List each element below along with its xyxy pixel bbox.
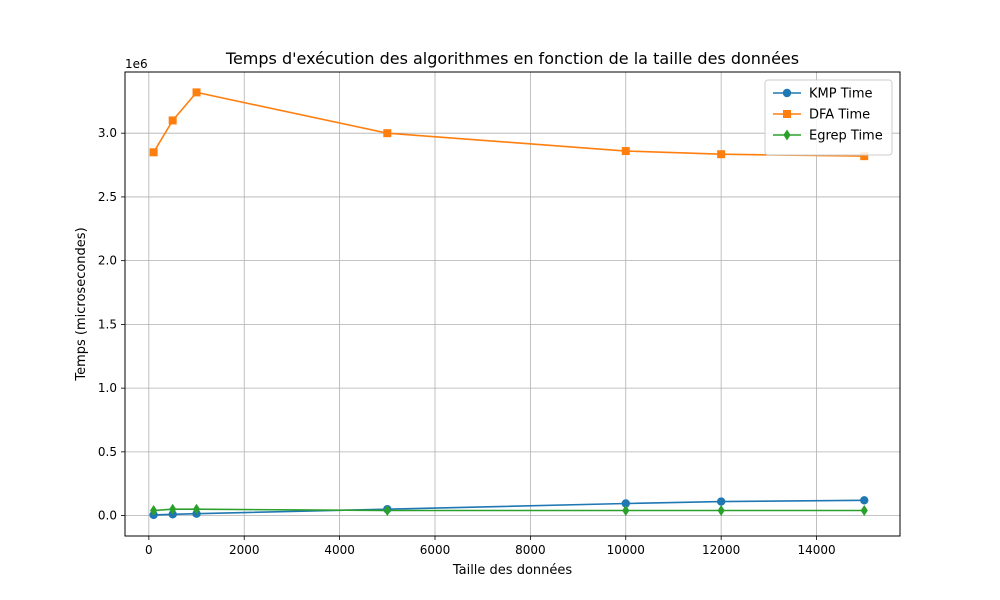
legend-marker	[782, 88, 792, 98]
y-tick-label: 2.0	[98, 254, 117, 268]
data-point	[717, 505, 725, 517]
x-tick-label: 8000	[515, 543, 546, 557]
data-point	[169, 503, 177, 515]
y-tick-label: 3.0	[98, 126, 117, 140]
x-axis: 0 2000 4000 6000 8000 10000 12000 14000	[145, 536, 836, 557]
data-point	[717, 150, 726, 159]
data-point	[716, 497, 726, 506]
chart-title: Temps d'exécution des algorithmes en fon…	[225, 49, 799, 68]
data-point	[149, 148, 158, 157]
y-axis: 0.0 0.5 1.0 1.5 2.0 2.5 3.0	[98, 126, 125, 523]
data-point	[621, 147, 630, 156]
x-tick-label: 2000	[229, 543, 260, 557]
data-point	[383, 129, 392, 138]
y-tick-label: 1.0	[98, 381, 117, 395]
y-tick-label: 0.5	[98, 445, 117, 459]
series-egrep-time	[150, 503, 868, 517]
data-point	[383, 505, 391, 517]
data-point	[860, 505, 868, 517]
y-tick-label: 0.0	[98, 509, 117, 523]
legend-item: Egrep Time	[773, 129, 883, 144]
x-tick-label: 14000	[797, 543, 835, 557]
legend-item: DFA Time	[773, 108, 870, 123]
legend-item: KMP Time	[773, 87, 873, 102]
x-tick-label: 6000	[420, 543, 451, 557]
x-axis-label: Taille des données	[452, 563, 573, 578]
x-tick-label: 10000	[607, 543, 645, 557]
legend-marker	[783, 110, 791, 118]
series-dfa-time	[149, 88, 869, 161]
plot-frame	[124, 71, 901, 537]
y-axis-offset-label: 1e6	[125, 57, 148, 71]
x-tick-label: 4000	[324, 543, 355, 557]
y-tick-label: 1.5	[98, 317, 117, 331]
data-point	[621, 499, 630, 508]
data-point	[860, 496, 869, 505]
legend-label: DFA Time	[809, 108, 870, 123]
legend-marker	[783, 129, 791, 141]
legend-label: Egrep Time	[809, 129, 883, 144]
data-point	[168, 116, 177, 125]
legend: KMP Time DFA Time Egrep Time	[764, 79, 893, 156]
legend-label: KMP Time	[809, 87, 873, 102]
y-tick-label: 2.5	[98, 190, 117, 204]
y-axis-label: Temps (microsecondes)	[74, 227, 89, 381]
series-layer	[149, 88, 869, 520]
legend-box	[764, 79, 893, 156]
x-tick-label: 0	[145, 543, 153, 557]
data-point	[150, 505, 158, 517]
data-point	[192, 503, 201, 515]
data-point	[860, 152, 869, 161]
data-point	[622, 505, 630, 517]
data-point	[192, 88, 201, 97]
x-tick-label: 12000	[702, 543, 740, 557]
